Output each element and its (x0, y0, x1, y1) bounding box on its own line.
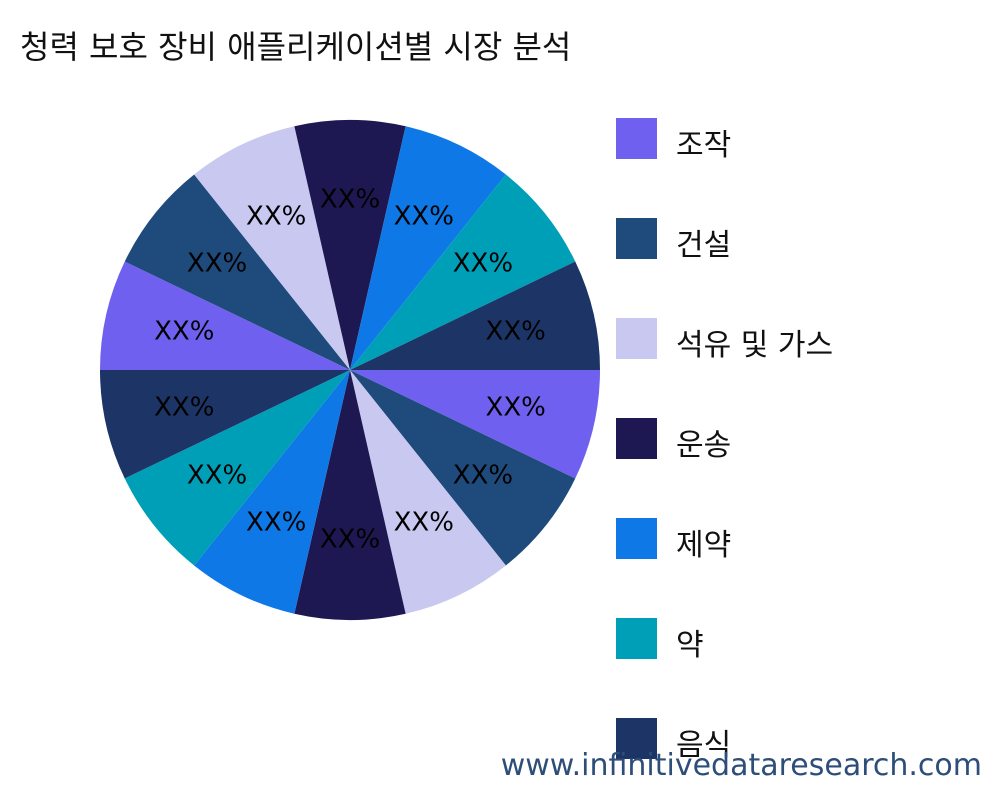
legend-item: 조작 (616, 118, 956, 163)
pie-slice-label-5: XX% (246, 508, 306, 538)
legend-item: 제약 (616, 518, 956, 563)
pie-slice-5 (194, 370, 350, 614)
pie-slice-label-4: XX% (320, 525, 380, 555)
chart-title: 청력 보호 장비 애플리케이션별 시장 분석 (20, 28, 572, 66)
legend-swatch (616, 118, 657, 159)
legend-label: 석유 및 가스 (676, 328, 834, 363)
pie-slice-label-8: XX% (154, 317, 214, 347)
legend-item: 석유 및 가스 (616, 318, 956, 363)
legend-label: 약 (676, 628, 704, 663)
pie-slice-3 (350, 370, 506, 614)
legend-swatch (616, 418, 657, 459)
pie-slice-label-9: XX% (187, 249, 247, 279)
pie-slice-11 (294, 120, 406, 371)
pie-slice-label-7: XX% (154, 392, 214, 422)
legend-label: 제약 (676, 528, 732, 563)
pie-slice-12 (350, 126, 506, 370)
legend-item: 운송 (616, 418, 956, 463)
pie-slice-label-3: XX% (394, 508, 454, 538)
legend-item: 건설 (616, 218, 956, 263)
pie-slice-label-1: XX% (486, 392, 546, 422)
pie-slice-13 (350, 174, 576, 370)
pie-slice-10 (194, 126, 350, 370)
legend-swatch (616, 218, 657, 259)
legend-item: 약 (616, 618, 956, 663)
pie-slice-label-14: XX% (486, 317, 546, 347)
legend-label: 음식 (676, 728, 732, 763)
pie-slice-2 (350, 370, 576, 566)
pie-slice-label-13: XX% (453, 249, 513, 279)
pie-slice-label-11: XX% (320, 185, 380, 215)
legend-swatch (616, 718, 657, 759)
pie-slice-label-2: XX% (453, 461, 513, 491)
source-watermark: www.infinitivedataresearch.com (500, 748, 982, 783)
pie-slice-14 (350, 261, 600, 370)
pie-slice-9 (124, 174, 350, 370)
pie-slice-6 (124, 370, 350, 566)
legend-swatch (616, 618, 657, 659)
legend-swatch (616, 518, 657, 559)
pie-slice-8 (100, 261, 350, 370)
pie-slice-label-10: XX% (246, 201, 306, 231)
legend-label: 조작 (676, 128, 732, 163)
legend-swatch (616, 318, 657, 359)
legend-item: 음식 (616, 718, 956, 763)
pie-slice-1 (350, 370, 600, 479)
legend-label: 운송 (676, 428, 732, 463)
pie-slice-7 (100, 370, 350, 479)
pie-slice-4 (294, 370, 406, 620)
legend-label: 건설 (676, 228, 732, 263)
pie-slice-label-6: XX% (187, 461, 247, 491)
pie-slice-label-12: XX% (394, 201, 454, 231)
